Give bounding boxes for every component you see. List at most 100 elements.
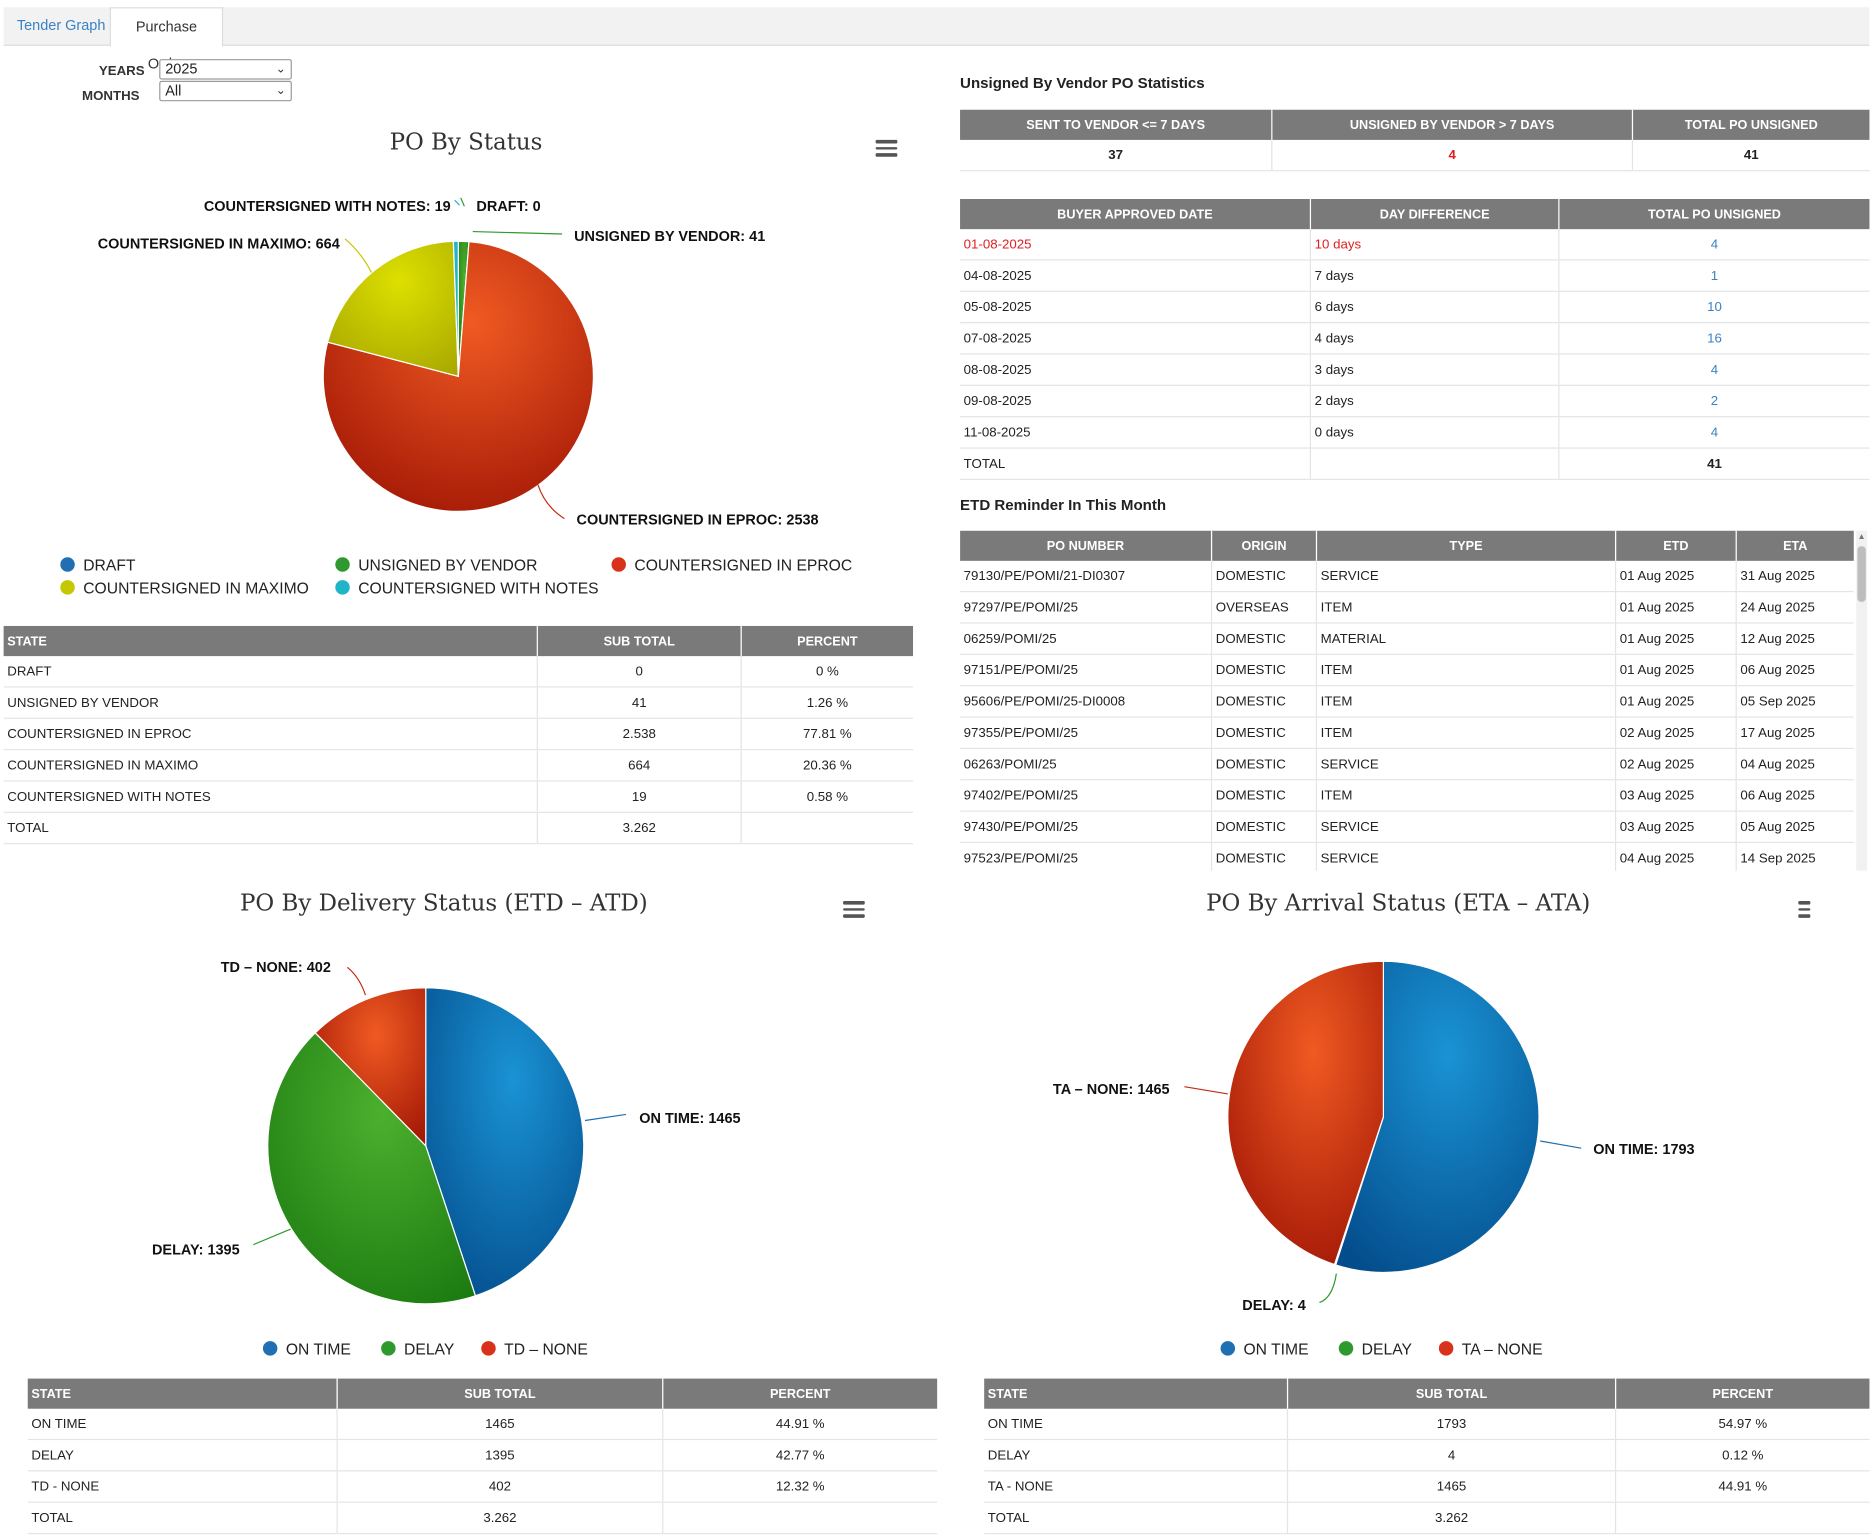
table-cell: 01 Aug 2025 xyxy=(1614,685,1737,718)
table-cell: 6 days xyxy=(1309,291,1559,324)
table-cell: DOMESTIC xyxy=(1210,560,1317,593)
column-header: PO NUMBER xyxy=(960,530,1212,561)
legend-on-time[interactable]: ON TIME xyxy=(1220,1340,1309,1358)
legend-ta-none[interactable]: TA – NONE xyxy=(1438,1340,1543,1358)
po-status-pie xyxy=(322,197,595,520)
pie-slice-td-none[interactable] xyxy=(314,987,427,1148)
scrollbar[interactable]: ▲ xyxy=(1856,530,1868,871)
pie-slice-on-time[interactable] xyxy=(1334,960,1540,1274)
legend-dot-icon xyxy=(381,1341,396,1356)
table-cell: 12 Aug 2025 xyxy=(1735,622,1854,655)
table-cell: 44.91 % xyxy=(662,1408,938,1441)
scroll-up-icon[interactable]: ▲ xyxy=(1857,533,1866,542)
table-cell[interactable]: 4 xyxy=(1271,139,1633,172)
table-cell[interactable]: 4 xyxy=(1558,353,1870,386)
chart-menu-icon[interactable] xyxy=(843,900,865,918)
table-row-total: TOTAL 41 xyxy=(960,448,1870,481)
table-row: DELAY 1395 42.77 % xyxy=(27,1439,938,1472)
unsigned-detail-table: BUYER APPROVED DATE DAY DIFFERENCE TOTAL… xyxy=(960,199,1870,481)
legend-unsigned[interactable]: UNSIGNED BY VENDOR xyxy=(335,556,537,574)
table-cell[interactable]: 16 xyxy=(1558,322,1870,355)
table-row: 79130/PE/POMI/21-DI0307 DOMESTIC SERVICE 01… xyxy=(960,560,1854,593)
table-cell: TD - NONE xyxy=(27,1470,338,1503)
legend-notes[interactable]: COUNTERSIGNED WITH NOTES xyxy=(335,579,599,597)
table-cell: 03 Aug 2025 xyxy=(1614,811,1737,844)
legend-delay[interactable]: DELAY xyxy=(1338,1340,1412,1358)
chart-menu-icon[interactable] xyxy=(1798,900,1811,918)
slice-label-delay: DELAY: 1395 xyxy=(151,1241,240,1258)
column-header: ETA xyxy=(1735,530,1854,561)
table-cell: 01-08-2025 xyxy=(960,229,1311,261)
legend-maximo[interactable]: COUNTERSIGNED IN MAXIMO xyxy=(60,579,309,597)
legend-td-none[interactable]: TD – NONE xyxy=(481,1340,588,1358)
column-header: ETD xyxy=(1614,530,1737,561)
legend-draft[interactable]: DRAFT xyxy=(60,556,135,574)
legend-delay[interactable]: DELAY xyxy=(381,1340,454,1358)
table-cell[interactable]: 4 xyxy=(1558,229,1870,261)
table-cell: 402 xyxy=(336,1470,663,1503)
table-cell: 97402/PE/POMI/25 xyxy=(960,779,1212,812)
table-cell: COUNTERSIGNED IN MAXIMO xyxy=(3,749,538,782)
table-row: 06259/POMI/25 DOMESTIC MATERIAL 01 Aug 2025… xyxy=(960,622,1854,655)
pie-slice-on-time[interactable] xyxy=(425,987,585,1297)
table-cell: 06259/POMI/25 xyxy=(960,622,1212,655)
table-cell[interactable]: 10 xyxy=(1558,291,1870,324)
table-cell: ITEM xyxy=(1315,685,1616,718)
table-cell: 54.97 % xyxy=(1614,1408,1870,1441)
slice-label-delay: DELAY: 4 xyxy=(1242,1296,1306,1314)
scroll-thumb[interactable] xyxy=(1857,546,1866,602)
table-cell: ITEM xyxy=(1315,717,1616,749)
slice-label-unsigned: UNSIGNED BY VENDOR: 41 xyxy=(574,227,766,245)
table-cell: 06 Aug 2025 xyxy=(1735,654,1854,687)
table-cell: 01 Aug 2025 xyxy=(1614,654,1737,687)
tab-purchase-order[interactable]: Purchase Order xyxy=(109,7,224,72)
pie-slice-countersigned-maximo[interactable] xyxy=(326,240,459,378)
etd-reminder-table: PO NUMBER ORIGIN TYPE ETD ETA 79130/PE/P… xyxy=(960,530,1854,871)
table-cell: 05 Aug 2025 xyxy=(1735,811,1854,844)
etd-table-scroll[interactable]: PO NUMBER ORIGIN TYPE ETD ETA 79130/PE/P… xyxy=(960,530,1869,871)
table-cell: 97355/PE/POMI/25 xyxy=(960,717,1212,749)
table-row: 95606/PE/POMI/25-DI0008 DOMESTIC ITEM 01 Au… xyxy=(960,685,1854,718)
table-cell: TA - NONE xyxy=(984,1470,1288,1503)
tab-tender-graph[interactable]: Tender Graph xyxy=(16,16,106,34)
table-cell[interactable]: 4 xyxy=(1558,416,1870,449)
table-cell: 08-08-2025 xyxy=(960,353,1311,386)
column-header: TYPE xyxy=(1315,530,1616,561)
table-cell: 0.12 % xyxy=(1614,1439,1870,1472)
tab-bar: Tender Graph Purchase Order xyxy=(3,7,1870,72)
table-row: 08-08-2025 3 days 4 xyxy=(960,353,1870,386)
table-cell: SERVICE xyxy=(1315,748,1616,781)
legend-on-time[interactable]: ON TIME xyxy=(262,1340,351,1358)
table-row: 97297/PE/POMI/25 OVERSEAS ITEM 01 Aug 2025 2… xyxy=(960,591,1854,624)
table-cell: 01 Aug 2025 xyxy=(1614,591,1737,624)
table-cell: DELAY xyxy=(27,1439,338,1472)
table-cell: 1.26 % xyxy=(740,686,914,719)
table-cell: ON TIME xyxy=(27,1408,338,1441)
table-row: 97523/PE/POMI/25 DOMESTIC SERVICE 04 Aug 20… xyxy=(960,842,1854,871)
table-row: DRAFT 0 0 % xyxy=(3,656,914,688)
column-header: STATE xyxy=(984,1378,1288,1409)
table-cell: 05 Sep 2025 xyxy=(1735,685,1854,718)
delivery-table: STATE SUB TOTAL PERCENT ON TIME 1465 44.91… xyxy=(27,1378,938,1535)
table-cell: SERVICE xyxy=(1315,842,1616,871)
legend-eproc[interactable]: COUNTERSIGNED IN EPROC xyxy=(611,556,852,574)
pie-slice-ta-none[interactable] xyxy=(1227,960,1384,1266)
years-label: YEARS xyxy=(98,63,145,79)
column-header: STATE xyxy=(3,625,538,657)
table-cell[interactable]: 1 xyxy=(1558,259,1870,292)
legend-dot-icon xyxy=(60,580,75,595)
pie-slice-delay[interactable] xyxy=(267,1031,477,1305)
table-row: 97151/PE/POMI/25 DOMESTIC ITEM 01 Aug 2025 0… xyxy=(960,654,1854,687)
table-cell: 02 Aug 2025 xyxy=(1614,748,1737,781)
table-cell: 3 days xyxy=(1309,353,1559,386)
arrival-table: STATE SUB TOTAL PERCENT ON TIME 1793 54.97… xyxy=(984,1378,1870,1535)
chart-menu-icon[interactable] xyxy=(875,139,898,157)
table-cell[interactable]: 2 xyxy=(1558,385,1870,418)
pie-slice-countersigned-notes[interactable] xyxy=(452,240,459,377)
months-select[interactable]: All ⌄ xyxy=(159,80,292,102)
years-select[interactable]: 2025 ⌄ xyxy=(159,59,292,80)
unsigned-stats-title: Unsigned By Vendor PO Statistics xyxy=(960,74,1205,92)
table-cell: DRAFT xyxy=(3,656,538,688)
table-row: TA - NONE 1465 44.91 % xyxy=(984,1470,1870,1503)
table-cell: 07-08-2025 xyxy=(960,322,1311,355)
